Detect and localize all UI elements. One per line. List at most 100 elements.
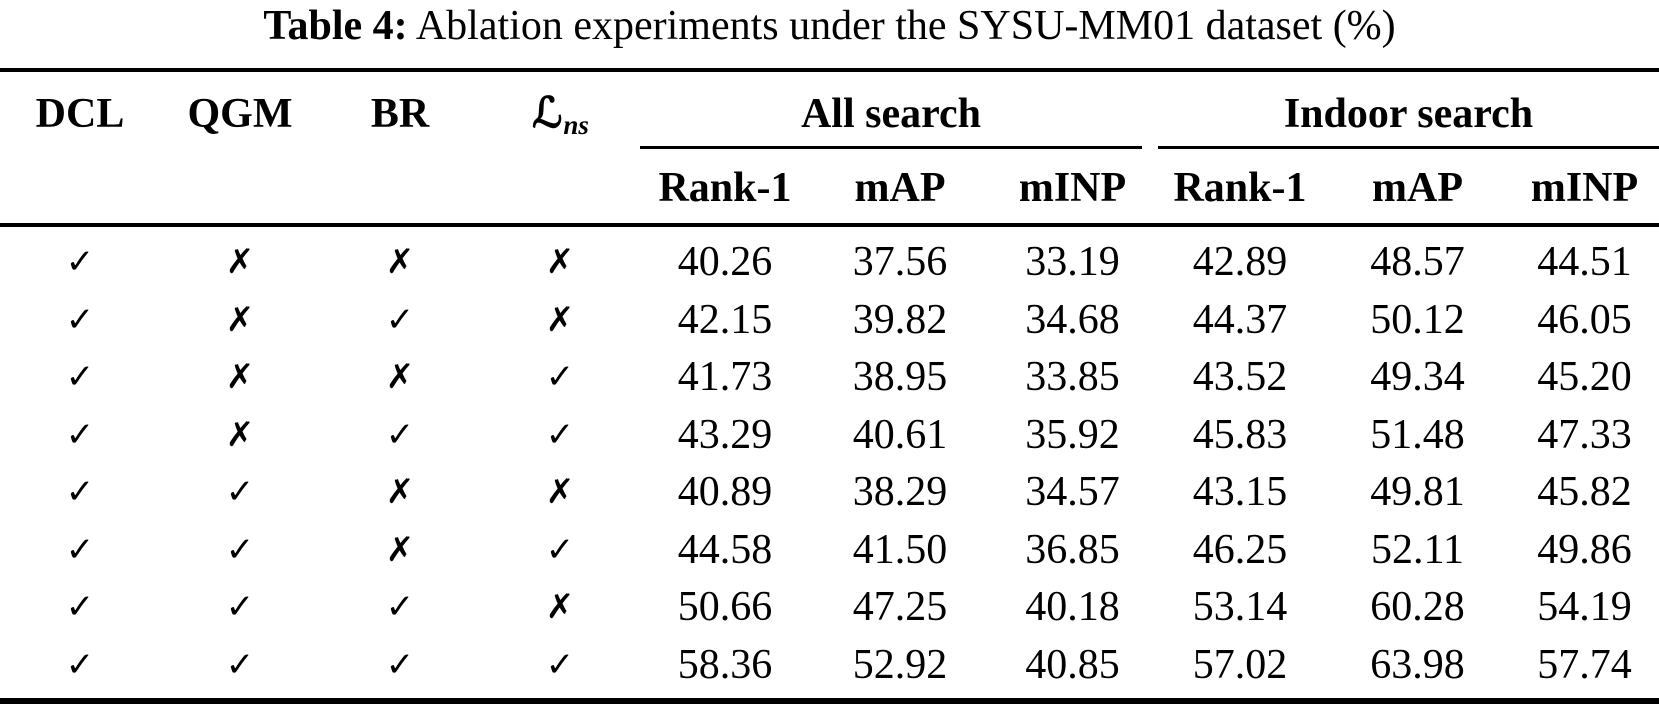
value-cell: 49.86 [1537, 527, 1632, 573]
top-rule [0, 68, 1659, 72]
mark-cell: ✓ [65, 472, 95, 512]
value-cell: 57.02 [1192, 642, 1288, 688]
value-cell: 51.48 [1370, 412, 1465, 458]
value-cell: 41.73 [677, 354, 773, 400]
header-rule [0, 223, 1659, 227]
value-cell: 58.36 [677, 642, 773, 688]
mark-cell: ✗ [225, 242, 255, 282]
value-cell: 44.51 [1537, 239, 1632, 285]
table-row: ✓ ✓ ✗ ✓ 44.58 41.50 36.85 46.25 52.11 49… [0, 522, 1659, 578]
value-cell: 42.89 [1192, 239, 1288, 285]
mark-cell: ✓ [385, 645, 415, 685]
col-header-indoor-minp: mINP [1530, 165, 1639, 211]
value-cell: 33.19 [1025, 239, 1120, 285]
value-cell: 50.66 [677, 584, 773, 630]
loss-subscript: ns [563, 110, 589, 140]
mark-cell: ✓ [65, 645, 95, 685]
table-row: ✓ ✓ ✓ ✗ 50.66 47.25 40.18 53.14 60.28 54… [0, 579, 1659, 635]
value-cell: 47.33 [1537, 412, 1632, 458]
mark-cell: ✓ [225, 530, 255, 570]
mark-cell: ✓ [545, 530, 575, 570]
value-cell: 48.57 [1370, 239, 1465, 285]
mark-cell: ✗ [385, 242, 415, 282]
mark-cell: ✗ [545, 242, 575, 282]
mark-cell: ✗ [545, 472, 575, 512]
col-header-dcl: DCL [35, 91, 125, 137]
mark-cell: ✗ [225, 357, 255, 397]
value-cell: 47.25 [852, 584, 948, 630]
mark-cell: ✓ [65, 530, 95, 570]
value-cell: 45.83 [1192, 412, 1288, 458]
mark-cell: ✗ [545, 587, 575, 627]
mark-cell: ✓ [65, 242, 95, 282]
mark-cell: ✓ [385, 300, 415, 340]
value-cell: 37.56 [852, 239, 948, 285]
value-cell: 43.29 [677, 412, 773, 458]
value-cell: 40.26 [677, 239, 773, 285]
value-cell: 46.25 [1192, 527, 1288, 573]
value-cell: 44.58 [677, 527, 773, 573]
component-header-row: DCL QGM BR ℒns [0, 86, 640, 142]
all-search-cmidrule [640, 146, 1142, 149]
mark-cell: ✓ [65, 300, 95, 340]
metric-header-row: Rank-1 mAP mINP Rank-1 mAP mINP [640, 160, 1659, 216]
mark-cell: ✗ [225, 300, 255, 340]
mark-cell: ✓ [225, 472, 255, 512]
value-cell: 49.81 [1370, 469, 1465, 515]
mark-cell: ✓ [65, 415, 95, 455]
col-header-all-map: mAP [854, 165, 946, 211]
mark-cell: ✓ [385, 587, 415, 627]
table-caption-text: Ablation experiments under the SYSU-MM01… [407, 3, 1396, 49]
mark-cell: ✗ [225, 415, 255, 455]
table-row: ✓ ✗ ✓ ✓ 43.29 40.61 35.92 45.83 51.48 47… [0, 407, 1659, 463]
value-cell: 34.57 [1025, 469, 1120, 515]
mark-cell: ✗ [545, 300, 575, 340]
value-cell: 60.28 [1370, 584, 1465, 630]
table-row: ✓ ✗ ✗ ✗ 40.26 37.56 33.19 42.89 48.57 44… [0, 234, 1659, 290]
value-cell: 41.50 [852, 527, 948, 573]
mark-cell: ✗ [385, 357, 415, 397]
mark-cell: ✓ [545, 357, 575, 397]
value-cell: 39.82 [852, 297, 948, 343]
value-cell: 43.52 [1192, 354, 1288, 400]
value-cell: 54.19 [1537, 584, 1632, 630]
indoor-search-cmidrule [1158, 146, 1659, 149]
value-cell: 33.85 [1025, 354, 1120, 400]
col-header-qgm: QGM [187, 91, 293, 137]
value-cell: 34.68 [1025, 297, 1120, 343]
value-cell: 38.95 [852, 354, 948, 400]
value-cell: 40.18 [1025, 584, 1120, 630]
table-row: ✓ ✗ ✗ ✓ 41.73 38.95 33.85 43.52 49.34 45… [0, 349, 1659, 405]
group-header-all-search: All search [800, 91, 982, 137]
table-caption-label: Table 4: [263, 3, 408, 49]
value-cell: 45.20 [1537, 354, 1632, 400]
group-header-indoor-search: Indoor search [1283, 91, 1534, 137]
value-cell: 63.98 [1370, 642, 1465, 688]
col-header-all-rank1: Rank-1 [658, 165, 792, 211]
bottom-rule [0, 698, 1659, 704]
value-cell: 50.12 [1370, 297, 1465, 343]
value-cell: 53.14 [1192, 584, 1288, 630]
value-cell: 44.37 [1192, 297, 1288, 343]
value-cell: 57.74 [1537, 642, 1632, 688]
mark-cell: ✗ [385, 530, 415, 570]
value-cell: 52.92 [852, 642, 948, 688]
value-cell: 43.15 [1192, 469, 1288, 515]
table-row: ✓ ✗ ✓ ✗ 42.15 39.82 34.68 44.37 50.12 46… [0, 292, 1659, 348]
value-cell: 40.61 [852, 412, 948, 458]
mark-cell: ✓ [65, 587, 95, 627]
table-row: ✓ ✓ ✓ ✓ 58.36 52.92 40.85 57.02 63.98 57… [0, 637, 1659, 693]
table-caption: Table 4: Ablation experiments under the … [0, 0, 1659, 52]
mark-cell: ✗ [385, 472, 415, 512]
col-header-indoor-map: mAP [1372, 165, 1463, 211]
loss-symbol: ℒ [532, 91, 563, 137]
value-cell: 40.85 [1025, 642, 1120, 688]
mark-cell: ✓ [545, 415, 575, 455]
col-header-br: BR [370, 91, 430, 137]
mark-cell: ✓ [545, 645, 575, 685]
value-cell: 38.29 [852, 469, 948, 515]
value-cell: 35.92 [1025, 412, 1120, 458]
mark-cell: ✓ [65, 357, 95, 397]
value-cell: 36.85 [1025, 527, 1120, 573]
